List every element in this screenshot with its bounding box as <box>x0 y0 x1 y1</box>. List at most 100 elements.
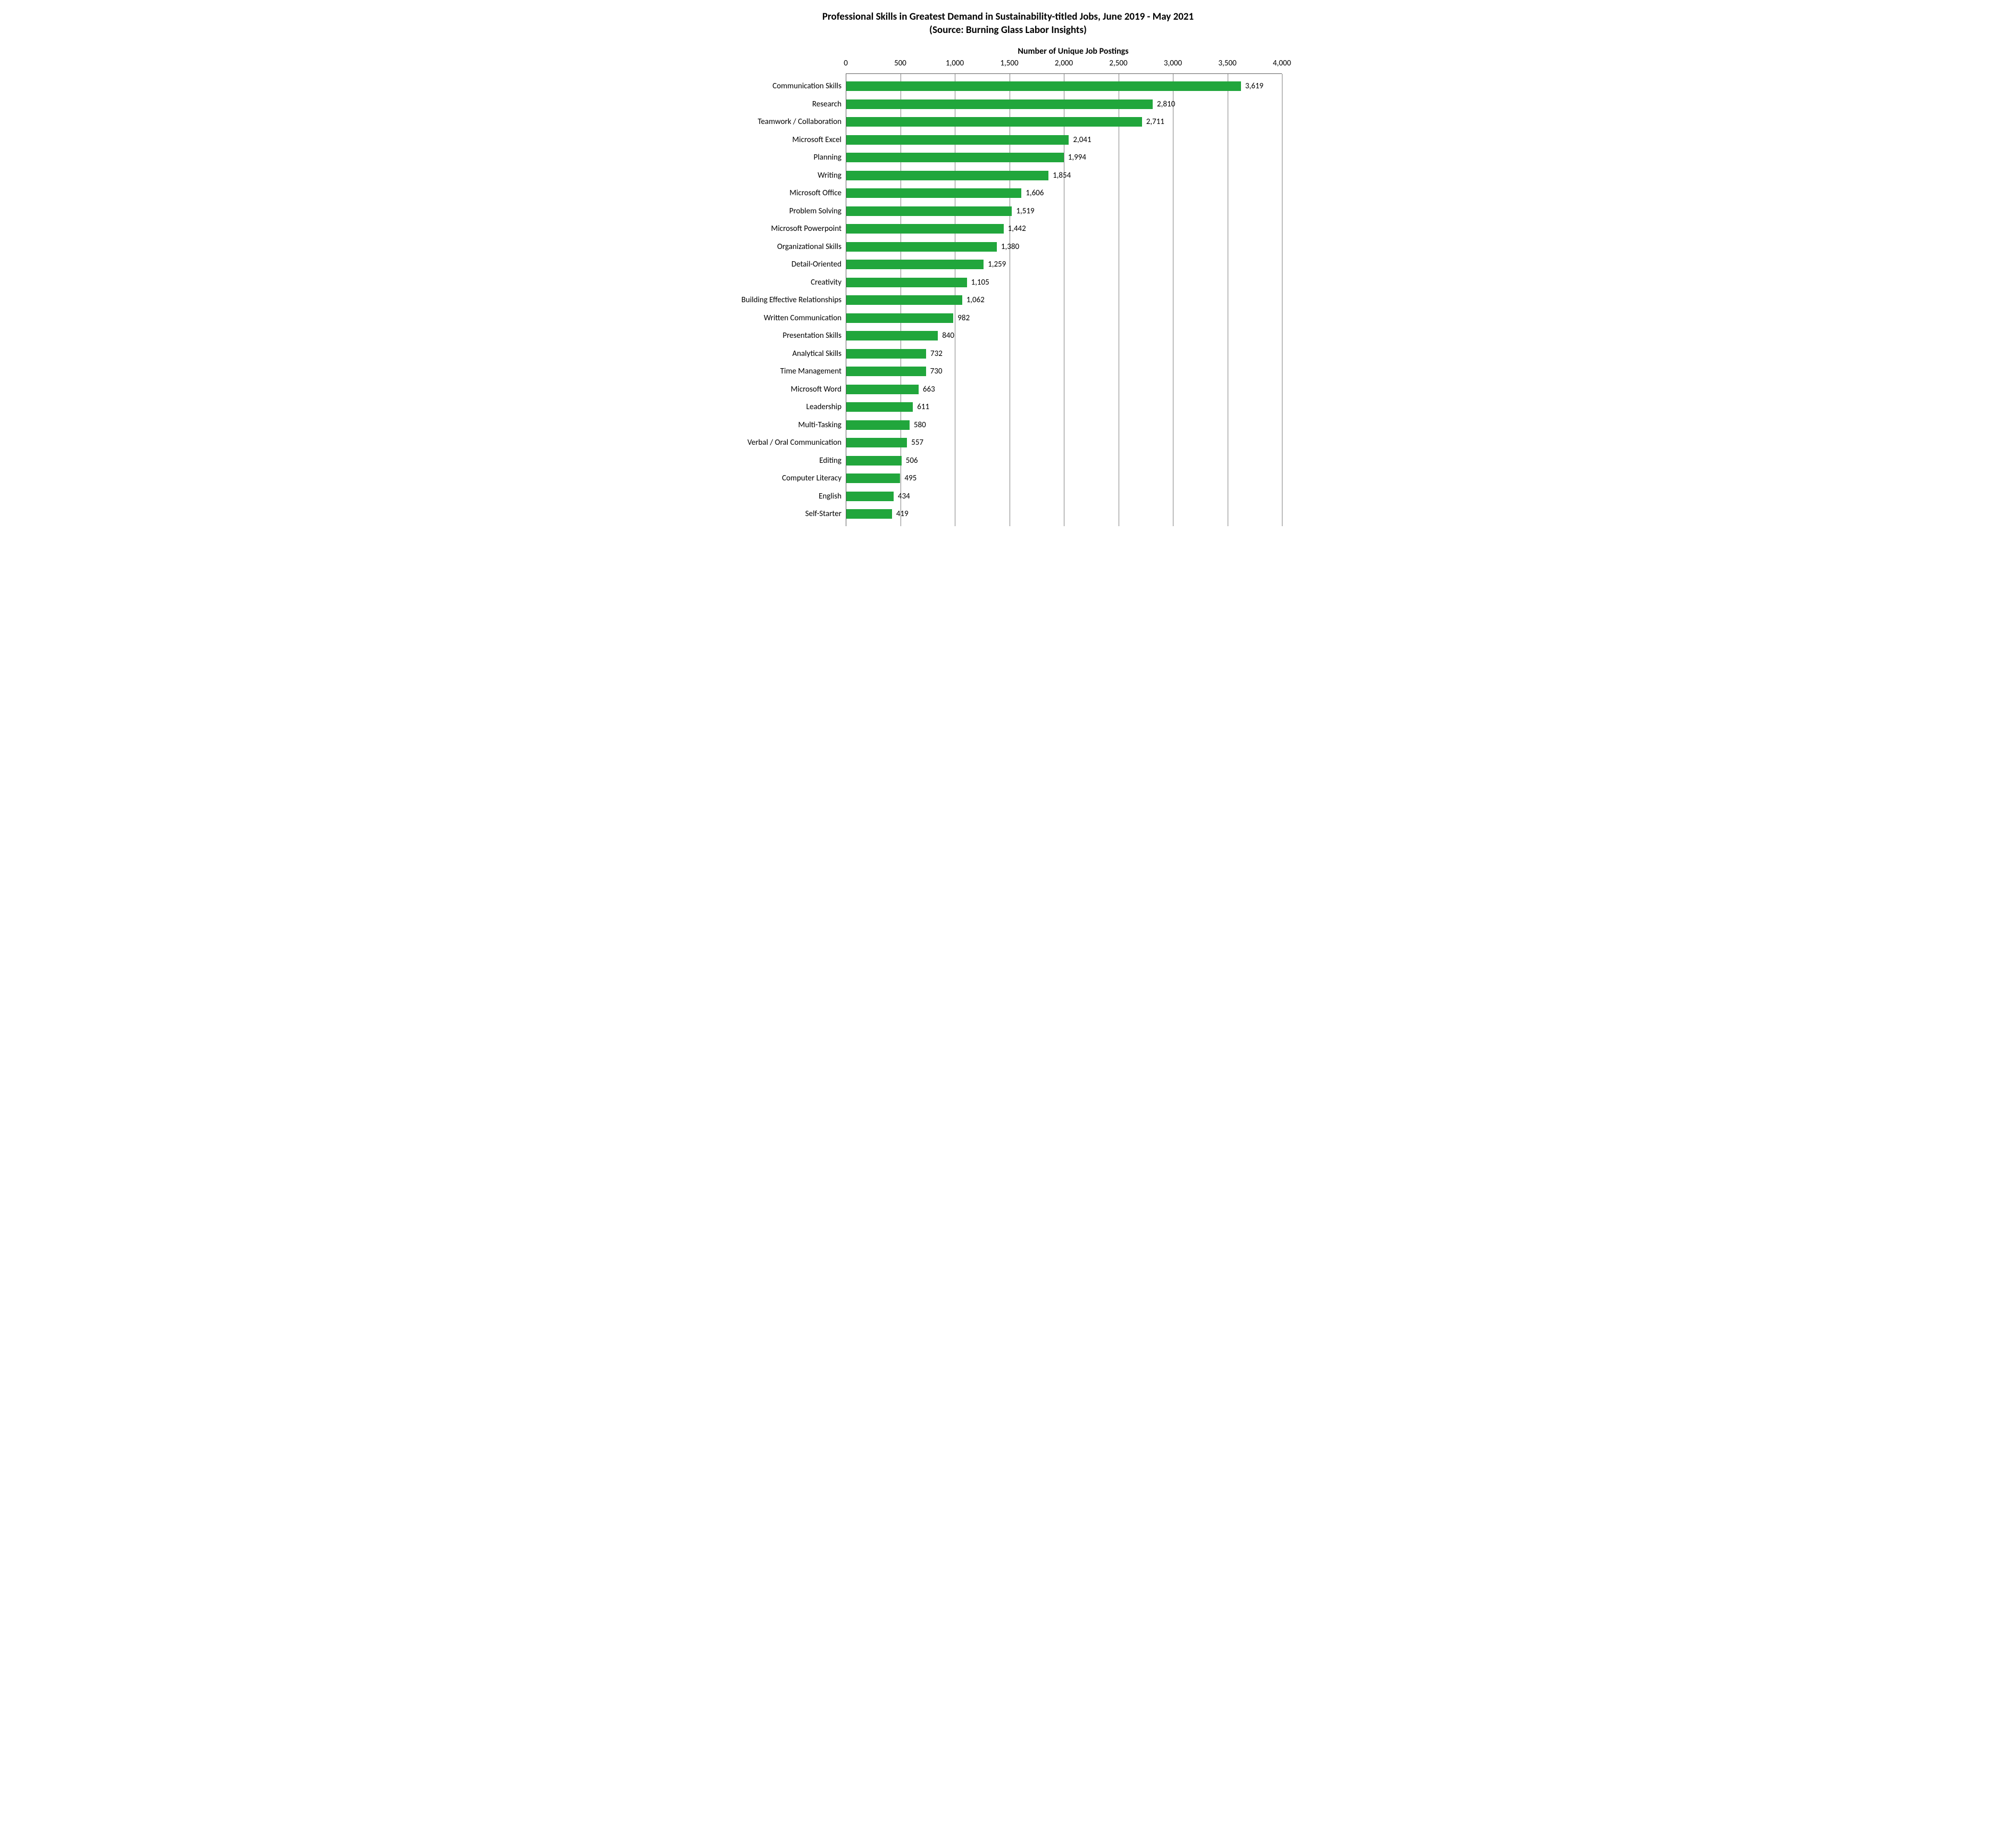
y-axis-label: Leadership <box>715 398 842 416</box>
bar-value-label: 732 <box>926 349 943 359</box>
x-tick: 1,500 <box>1000 59 1018 68</box>
bar: 1,380 <box>846 242 997 252</box>
y-axis-label: Verbal / Oral Communication <box>715 434 842 452</box>
bar: 1,994 <box>846 153 1064 162</box>
bars-wrap: 3,619 2,810 2,711 2,041 1,994 1,854 1,606 1,519… <box>846 74 1282 526</box>
bar-row: 1,994 <box>846 148 1282 167</box>
y-axis-label: Planning <box>715 148 842 167</box>
chart-container: Professional Skills in Greatest Demand i… <box>715 11 1301 526</box>
bar-value-label: 840 <box>938 331 954 340</box>
y-axis-label: Self-Starter <box>715 505 842 523</box>
y-axis-label: Microsoft Office <box>715 184 842 202</box>
x-tick: 1,000 <box>946 59 964 68</box>
bar-row: 557 <box>846 434 1282 452</box>
bar-value-label: 2,041 <box>1069 135 1091 145</box>
bar: 663 <box>846 385 919 394</box>
y-axis-label: Analytical Skills <box>715 345 842 363</box>
bar: 840 <box>846 331 938 340</box>
bar-value-label: 3,619 <box>1241 81 1263 91</box>
y-axis-label: Communication Skills <box>715 77 842 95</box>
y-axis-label: Teamwork / Collaboration <box>715 113 842 131</box>
bar-value-label: 495 <box>900 473 917 483</box>
bar-value-label: 2,810 <box>1153 99 1175 109</box>
bar: 557 <box>846 438 907 447</box>
bar-value-label: 1,442 <box>1004 224 1026 234</box>
bar-row: 840 <box>846 327 1282 345</box>
bar-value-label: 1,606 <box>1021 188 1044 198</box>
y-axis-label: Building Effective Relationships <box>715 291 842 309</box>
chart-title-line1: Professional Skills in Greatest Demand i… <box>822 11 1194 23</box>
bar-value-label: 1,105 <box>967 278 989 287</box>
y-axis-label: Microsoft Powerpoint <box>715 220 842 238</box>
plot-outer: Number of Unique Job Postings 05001,0001… <box>846 46 1301 526</box>
bar-row: 982 <box>846 309 1282 327</box>
x-tick: 3,500 <box>1218 59 1236 68</box>
bar: 730 <box>846 367 926 376</box>
bar-row: 611 <box>846 398 1282 416</box>
y-axis-label: Written Communication <box>715 309 842 327</box>
bar-value-label: 580 <box>910 420 926 430</box>
chart-body: Communication SkillsResearchTeamwork / C… <box>715 46 1301 526</box>
x-tick: 500 <box>894 59 906 68</box>
bar-row: 3,619 <box>846 77 1282 95</box>
y-axis-label: Time Management <box>715 362 842 380</box>
bar: 2,711 <box>846 117 1142 127</box>
bar-row: 1,062 <box>846 291 1282 309</box>
x-tick: 2,500 <box>1109 59 1127 68</box>
y-axis-label: Writing <box>715 167 842 185</box>
bar-row: 1,854 <box>846 167 1282 185</box>
bar-row: 2,041 <box>846 131 1282 149</box>
bar: 1,105 <box>846 278 967 287</box>
bar-row: 506 <box>846 452 1282 470</box>
bar: 732 <box>846 349 926 359</box>
bar-value-label: 982 <box>953 313 970 323</box>
y-axis-label: Multi-Tasking <box>715 416 842 434</box>
bar-value-label: 557 <box>907 438 923 447</box>
bar: 1,854 <box>846 171 1048 180</box>
bar-value-label: 1,854 <box>1048 171 1071 180</box>
y-axis-label: Research <box>715 95 842 113</box>
bar-row: 1,519 <box>846 202 1282 220</box>
bar-value-label: 2,711 <box>1142 117 1164 127</box>
bar: 1,259 <box>846 260 984 269</box>
bar: 611 <box>846 402 913 412</box>
x-tick: 2,000 <box>1055 59 1073 68</box>
bar-row: 580 <box>846 416 1282 434</box>
bar: 1,062 <box>846 295 962 305</box>
bar: 580 <box>846 420 910 430</box>
bar-row: 1,442 <box>846 220 1282 238</box>
bar: 2,041 <box>846 135 1069 145</box>
bar-value-label: 419 <box>892 509 909 519</box>
bar-row: 419 <box>846 505 1282 523</box>
bar-row: 495 <box>846 469 1282 487</box>
y-axis-labels: Communication SkillsResearchTeamwork / C… <box>715 46 846 526</box>
bar-row: 1,606 <box>846 184 1282 202</box>
bar-value-label: 663 <box>919 385 935 394</box>
y-axis-label: Problem Solving <box>715 202 842 220</box>
bar: 506 <box>846 456 902 466</box>
bar: 3,619 <box>846 81 1241 91</box>
bar-value-label: 1,519 <box>1012 206 1034 216</box>
bar-row: 2,711 <box>846 113 1282 131</box>
y-axis-label: Computer Literacy <box>715 469 842 487</box>
bar-row: 1,259 <box>846 255 1282 273</box>
bar-value-label: 611 <box>913 402 929 412</box>
bar: 2,810 <box>846 99 1153 109</box>
bar-value-label: 1,380 <box>997 242 1019 252</box>
y-axis-label: Editing <box>715 452 842 470</box>
bar-row: 663 <box>846 380 1282 398</box>
bar-value-label: 730 <box>926 367 943 376</box>
bar-value-label: 506 <box>902 456 918 466</box>
y-axis-label: Organizational Skills <box>715 238 842 256</box>
y-axis-label: English <box>715 487 842 505</box>
bar-value-label: 434 <box>894 492 910 501</box>
bar-value-label: 1,994 <box>1064 153 1086 162</box>
bar: 982 <box>846 313 953 323</box>
y-axis-label: Detail-Oriented <box>715 255 842 273</box>
x-axis-ticks: 05001,0001,5002,0002,5003,0003,5004,000 <box>846 59 1282 73</box>
y-axis-label: Microsoft Word <box>715 380 842 398</box>
y-axis-label: Presentation Skills <box>715 327 842 345</box>
y-axis-label: Creativity <box>715 273 842 292</box>
bar: 434 <box>846 492 894 501</box>
chart-title: Professional Skills in Greatest Demand i… <box>715 11 1301 37</box>
